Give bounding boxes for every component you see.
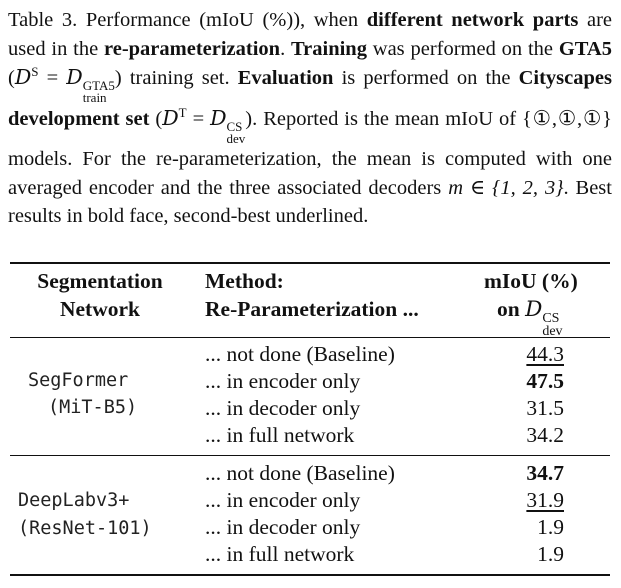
method-row: ... in encoder only xyxy=(205,488,361,512)
method-row: ... in encoder only xyxy=(205,369,361,393)
miou-value: 34.2 xyxy=(526,423,564,447)
method-row: ... not done (Baseline) xyxy=(205,342,395,366)
backbone-mit-b5: (MiT-B5) xyxy=(48,397,138,418)
method-row: ... in full network xyxy=(205,423,355,447)
table-bottom-rule xyxy=(10,574,610,576)
table-caption: Table 3. Performance (mIoU (%)), when di… xyxy=(8,9,613,228)
miou-value: 1.9 xyxy=(537,542,564,566)
backbone-resnet-101: (ResNet-101) xyxy=(18,518,152,539)
header-network: Network xyxy=(59,297,140,321)
miou-value: 31.5 xyxy=(526,396,564,420)
header-segmentation: Segmentation xyxy=(37,269,163,293)
header-on-dataset: on D CS dev xyxy=(497,297,563,339)
header-method: Method: xyxy=(205,269,284,293)
method-row: ... in decoder only xyxy=(205,396,361,420)
miou-value: 44.3 xyxy=(526,342,564,366)
method-row: ... not done (Baseline) xyxy=(205,461,395,485)
miou-value: 1.9 xyxy=(537,515,564,539)
table-group-rule xyxy=(10,455,610,456)
table-top-rule xyxy=(10,262,610,264)
header-reparam: Re-Parameterization ... xyxy=(205,297,419,321)
miou-value: 34.7 xyxy=(526,461,564,485)
caption-label: Table 3. xyxy=(8,9,78,31)
table-header-rule xyxy=(10,337,610,338)
header-miou: mIoU (%) xyxy=(484,269,578,293)
method-row: ... in full network xyxy=(205,542,355,566)
network-segformer: SegFormer xyxy=(28,370,129,391)
miou-value: 31.9 xyxy=(526,488,564,512)
method-row: ... in decoder only xyxy=(205,515,361,539)
miou-value: 47.5 xyxy=(526,369,564,393)
network-deeplabv3plus: DeepLabv3+ xyxy=(18,490,130,511)
